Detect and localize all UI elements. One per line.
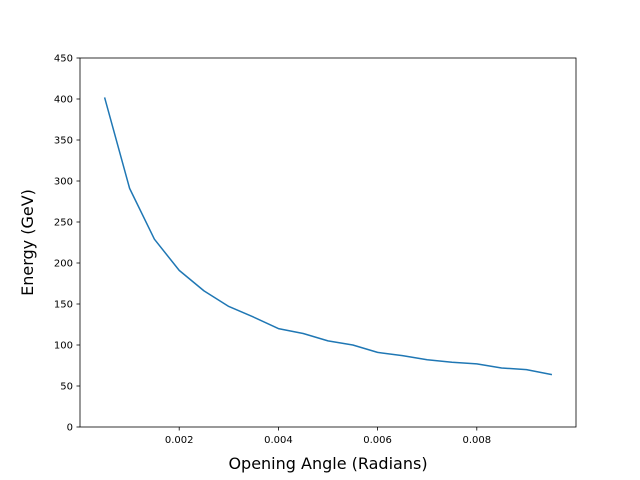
x-tick-label: 0.004 xyxy=(264,435,293,446)
y-axis-label: Energy (GeV) xyxy=(18,189,37,296)
x-axis-ticks: 0.002 0.004 0.006 0.008 xyxy=(165,427,491,446)
y-tick-label: 200 xyxy=(54,259,73,270)
plot-area xyxy=(103,97,553,376)
y-tick-label: 300 xyxy=(54,177,73,188)
y-axis-ticks: 0 50 100 150 200 250 300 350 400 450 xyxy=(54,54,80,434)
y-tick-label: 250 xyxy=(54,218,73,229)
x-tick-label: 0.002 xyxy=(165,435,194,446)
series-line xyxy=(103,97,553,376)
y-tick-label: 450 xyxy=(54,54,73,65)
y-tick-label: 0 xyxy=(67,423,73,434)
x-tick-label: 0.006 xyxy=(363,435,392,446)
y-tick-label: 50 xyxy=(60,382,73,393)
x-axis-label: Opening Angle (Radians) xyxy=(228,454,427,473)
y-tick-label: 400 xyxy=(54,95,73,106)
y-tick-label: 350 xyxy=(54,136,73,147)
y-tick-label: 100 xyxy=(54,341,73,352)
y-tick-label: 150 xyxy=(54,300,73,311)
x-tick-label: 0.008 xyxy=(462,435,491,446)
axes-frame xyxy=(79,57,577,428)
